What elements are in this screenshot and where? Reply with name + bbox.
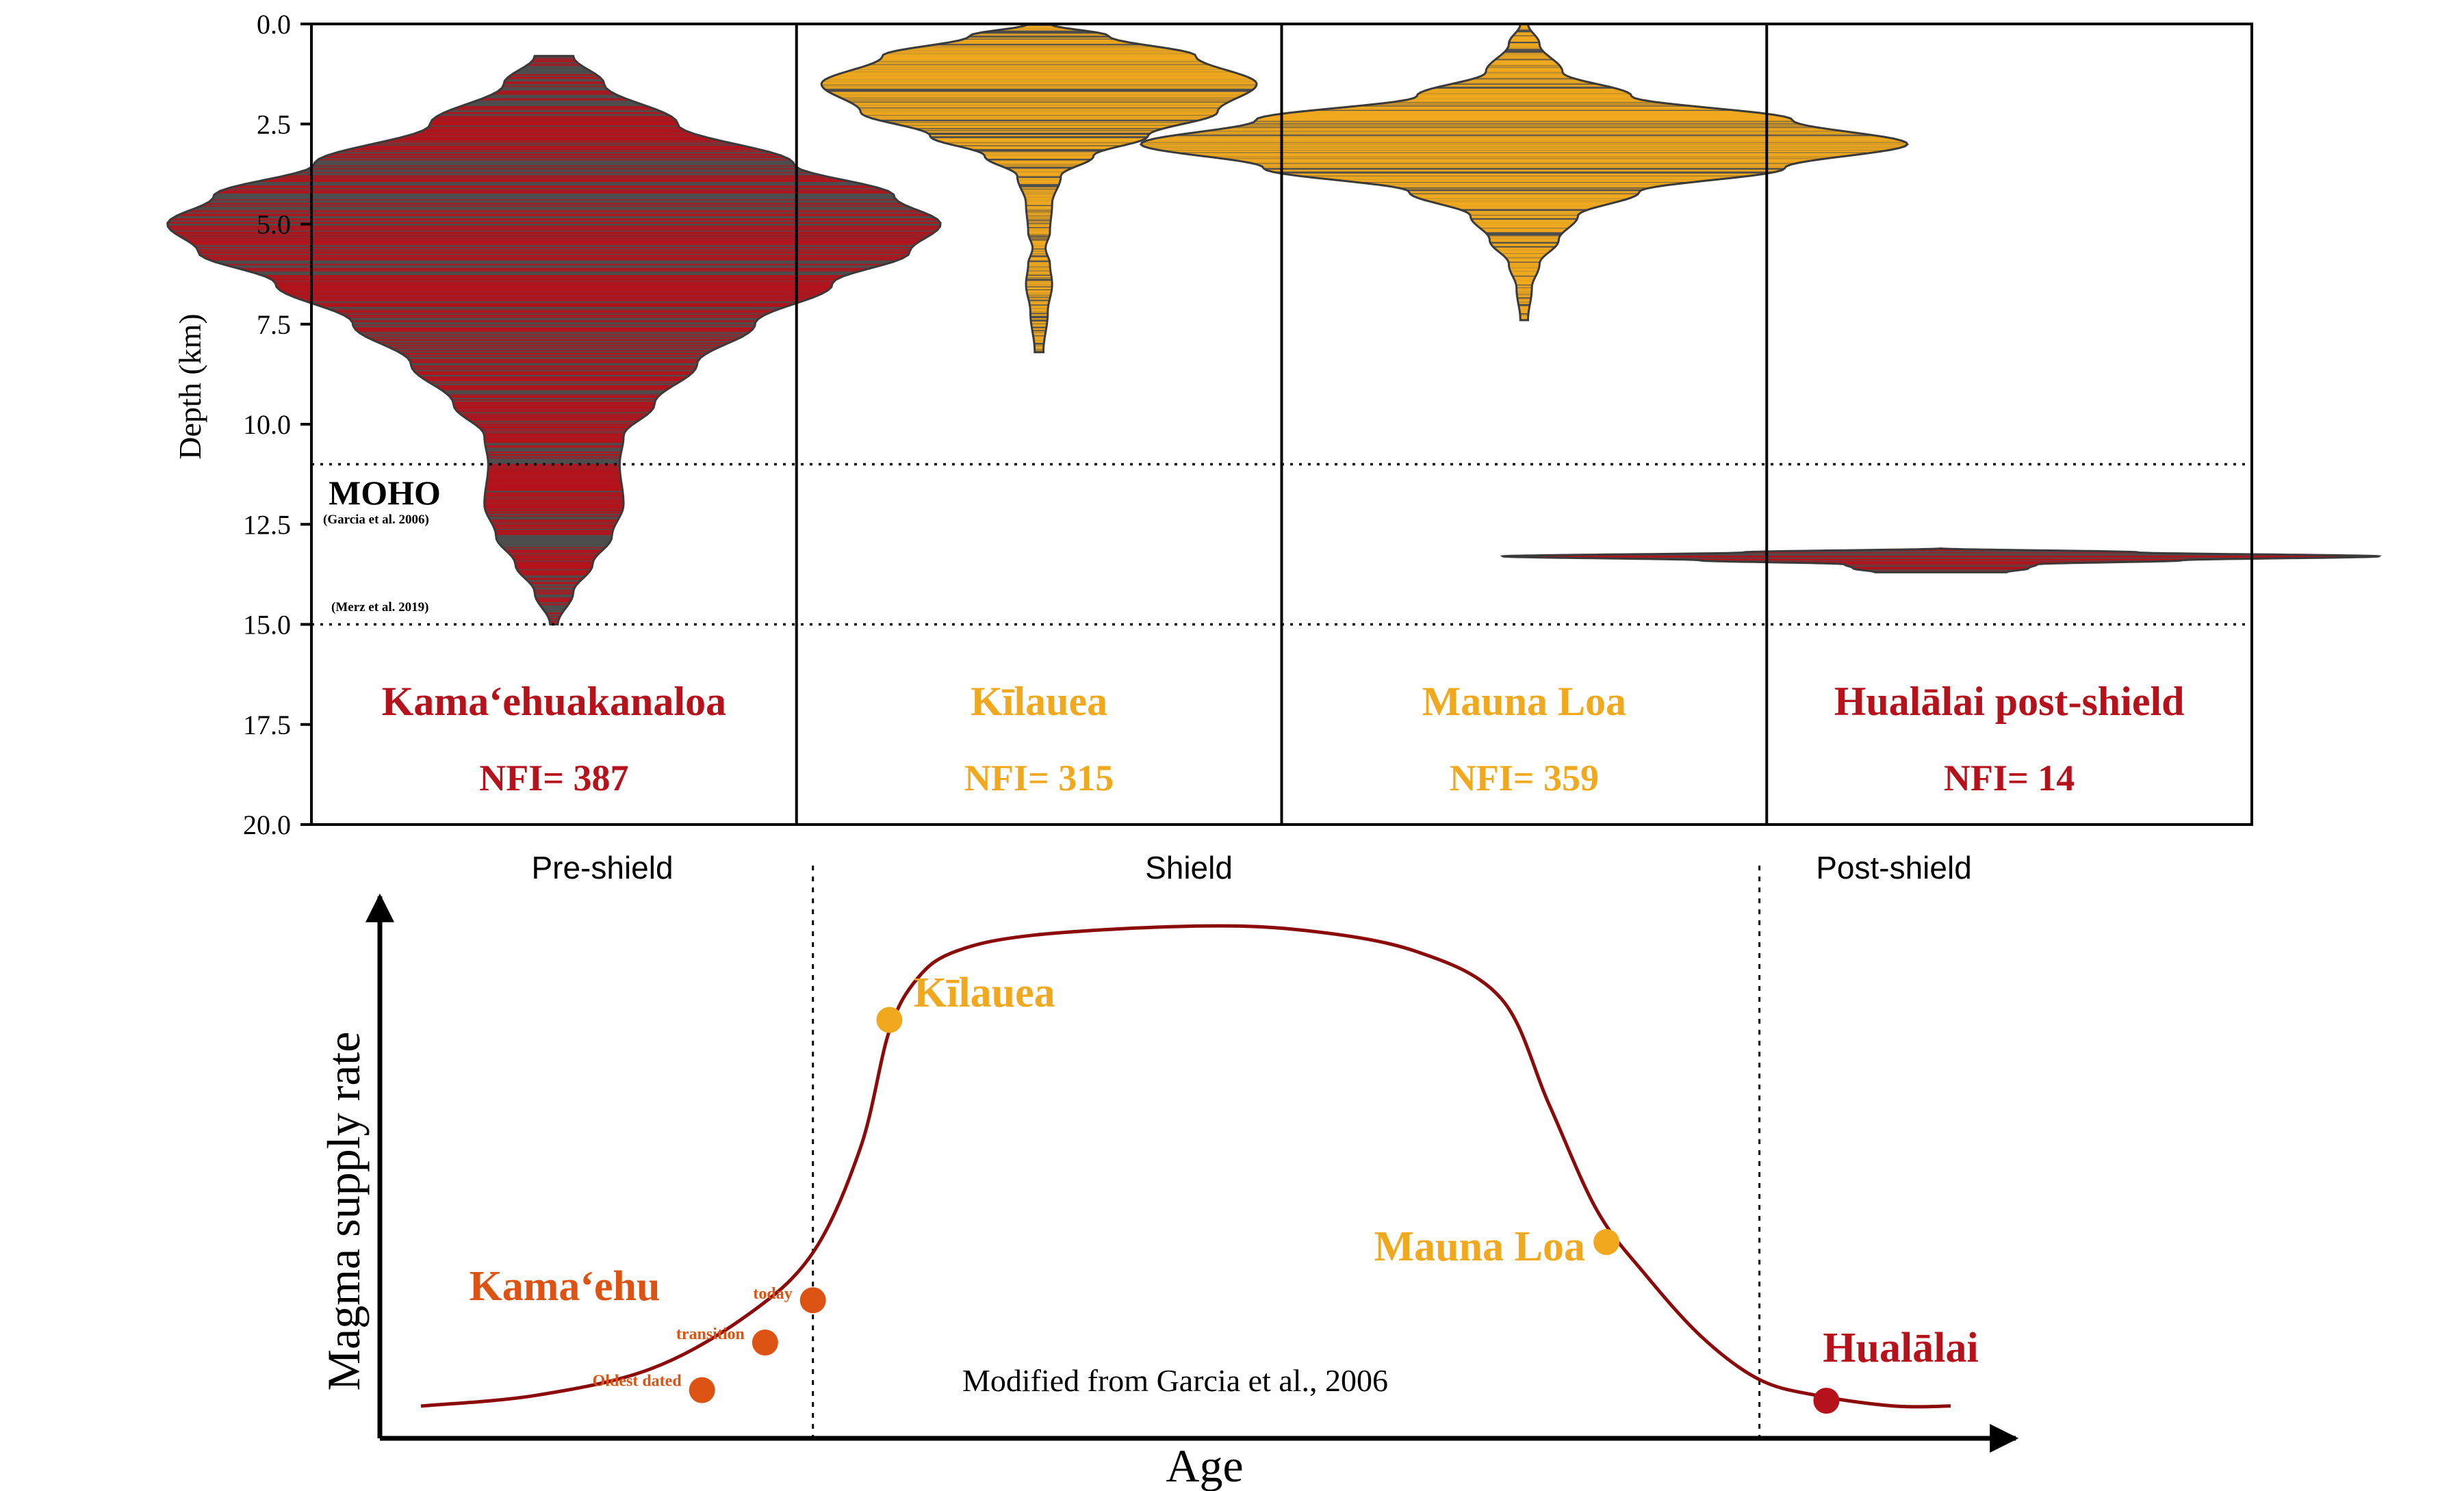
panel-nfi-hualalai: NFI= 14 [1944, 757, 2075, 799]
panel-nfi-mauna-loa: NFI= 359 [1450, 757, 1599, 799]
moho-label: MOHO [329, 474, 441, 512]
moho-source-merz: (Merz et al. 2019) [331, 600, 428, 614]
curve-points [689, 1007, 1840, 1414]
y-tick-label: 20.0 [243, 809, 291, 840]
violin-stripes-1 [821, 24, 1257, 352]
y-tick-label: 17.5 [243, 710, 291, 740]
source-note: Modified from Garcia et al., 2006 [962, 1363, 1388, 1398]
magma-supply-curve [420, 924, 1951, 1409]
panel-title-mauna-loa: Mauna Loa [1422, 679, 1626, 724]
point-oldest-dated [689, 1377, 715, 1403]
magma-supply-chart: Pre-shield Shield Post-shield Magma supp… [318, 850, 2019, 1491]
violin-layer [166, 23, 2382, 625]
point-label-today: today [753, 1285, 792, 1303]
y-tick-label: 7.5 [257, 309, 291, 340]
y-tick-label: 2.5 [257, 109, 291, 140]
point-today [799, 1287, 826, 1314]
violin-outline-1 [820, 23, 1258, 354]
plot-frame [310, 23, 2253, 826]
violin-chart: 0.0 2.5 5.0 7.5 10.0 12.5 15.0 17.5 20.0 Depth (… [166, 9, 2382, 840]
y-axis-ticks: 0.0 2.5 5.0 7.5 10.0 12.5 15.0 17.5 20.0 [243, 9, 311, 840]
violin-outline-2 [1139, 23, 1909, 322]
point-transition [752, 1330, 778, 1356]
panel-nfi-kilauea: NFI= 315 [964, 757, 1114, 799]
point-kilauea [876, 1007, 903, 1033]
y-tick-label: 12.5 [243, 509, 291, 540]
point-label-transition: transition [676, 1325, 745, 1343]
violin-body-2 [1140, 24, 1908, 320]
series-label-hualalai: Hualālai [1823, 1325, 1978, 1371]
panel-dividers [795, 24, 1769, 825]
violin-outline-0 [166, 55, 942, 625]
panel-nfi-kamaehuakanaloa: NFI= 387 [479, 757, 628, 799]
stage-label-shield: Shield [1145, 850, 1233, 885]
y-tick-label: 10.0 [243, 409, 291, 440]
point-hualalai [1813, 1388, 1840, 1414]
supply-x-axis-label: Age [1166, 1440, 1243, 1491]
moho-source-garcia: (Garcia et al. 2006) [323, 513, 429, 527]
y-tick-label: 5.0 [257, 209, 291, 240]
point-label-oldest-dated: Oldest dated [593, 1373, 682, 1390]
stage-label-post-shield: Post-shield [1816, 850, 1972, 885]
y-tick-label: 0.0 [257, 9, 291, 40]
series-label-kamaehu: Kamaʻehu [470, 1263, 660, 1310]
panel-title-hualalai: Hualālai post-shield [1834, 679, 2185, 724]
supply-y-axis-label: Magma supply rate [318, 1032, 370, 1391]
y-tick-label: 15.0 [243, 610, 291, 640]
violin-outline-3 [1500, 547, 2382, 573]
y-axis-label: Depth (km) [172, 313, 207, 459]
point-mauna-loa [1593, 1229, 1620, 1256]
stage-label-pre-shield: Pre-shield [531, 850, 673, 885]
panel-title-kamaehuakanaloa: Kamaʻehuakanaloa [382, 679, 726, 724]
series-label-kilauea: Kīlauea [914, 970, 1055, 1016]
series-label-mauna-loa: Mauna Loa [1374, 1223, 1585, 1270]
panel-title-kilauea: Kīlauea [971, 679, 1107, 724]
